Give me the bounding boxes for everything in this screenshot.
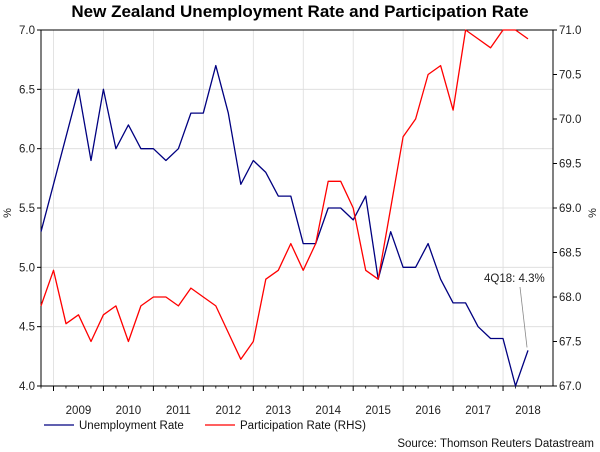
- x-tick-label: 2011: [166, 405, 191, 417]
- source-note: Source: Thomson Reuters Datastream: [397, 438, 594, 450]
- chart-title: New Zealand Unemployment Rate and Partic…: [71, 2, 529, 21]
- series-lines: [40, 29, 529, 387]
- series-line-participation: [40, 29, 529, 360]
- annotation-leader-line: [519, 286, 528, 348]
- y-right-tick-label: 69.0: [559, 203, 581, 215]
- y-right-tick-label: 70.5: [559, 70, 581, 82]
- x-tick-label: 2015: [365, 405, 391, 417]
- x-tick-label: 2009: [66, 405, 92, 417]
- annotation-text: 4Q18: 4.3%: [484, 273, 545, 285]
- y-right-tick-label: 70.0: [559, 114, 581, 126]
- y-right-tick-label: 67.0: [559, 381, 581, 393]
- x-tick-label: 2013: [265, 405, 291, 417]
- legend-label-unemployment: Unemployment Rate: [79, 420, 184, 432]
- x-tick-label: 2017: [465, 405, 491, 417]
- y-right-tick-label: 68.5: [559, 248, 581, 260]
- y-left-tick-label: 4.0: [19, 381, 35, 393]
- legend: Unemployment Rate Participation Rate (RH…: [44, 420, 366, 432]
- x-tick-label: 2012: [216, 405, 242, 417]
- gridlines: [41, 29, 553, 387]
- series-line-unemployment: [40, 64, 529, 387]
- x-tick-label: 2010: [116, 405, 142, 417]
- x-axis: 2009 2010 2011 2012 2013 2014 2015 2016 2017 2018: [40, 386, 541, 417]
- y-axis-left: 4.0 4.5 5.0 5.5 6.0 6.5 7.0: [19, 25, 41, 393]
- y-left-tick-label: 5.0: [19, 262, 35, 274]
- y-left-tick-label: 4.5: [19, 322, 35, 334]
- annotation: 4Q18: 4.3%: [484, 273, 545, 348]
- y-right-tick-label: 68.0: [559, 292, 581, 304]
- y-right-tick-label: 67.5: [559, 337, 581, 349]
- y-left-tick-label: 6.0: [19, 144, 35, 156]
- x-tick-label: 2016: [415, 405, 441, 417]
- legend-label-participation: Participation Rate (RHS): [240, 420, 366, 432]
- x-tick-label: 2018: [515, 405, 541, 417]
- x-tick-label: 2014: [315, 405, 341, 417]
- y-right-tick-label: 71.0: [559, 25, 581, 37]
- y-left-tick-label: 7.0: [19, 25, 35, 37]
- y-axis-right-title: %: [587, 208, 599, 218]
- y-left-tick-label: 5.5: [19, 203, 35, 215]
- y-axis-left-title: %: [2, 208, 14, 218]
- y-right-tick-label: 69.5: [559, 159, 581, 171]
- y-axis-right: 67.0 67.5 68.0 68.5 69.0 69.5 70.0 70.5 71.0: [553, 25, 581, 393]
- y-left-tick-label: 6.5: [19, 84, 35, 96]
